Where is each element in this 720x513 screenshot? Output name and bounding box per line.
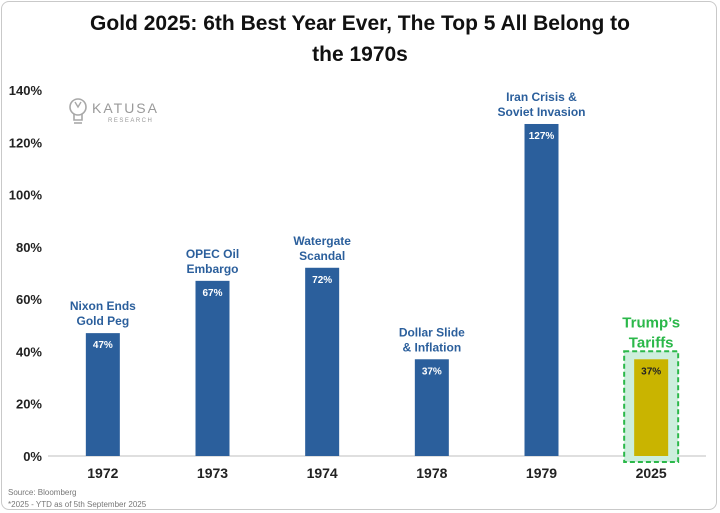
bar-1974 <box>305 267 340 456</box>
bar-1972 <box>85 333 120 456</box>
y-tick-label: 0% <box>23 449 42 464</box>
annotation-1978-line-1: Dollar Slide <box>399 325 465 339</box>
y-tick-label: 140% <box>9 83 43 98</box>
y-tick-label: 80% <box>16 240 42 255</box>
chart-title: Gold 2025: 6th Best Year Ever, The Top 5… <box>0 8 720 70</box>
value-label-1979: 127% <box>529 131 555 142</box>
annotation-1979-line-2: Soviet Invasion <box>497 105 585 119</box>
value-label-1978: 37% <box>422 366 442 377</box>
bar-1979 <box>524 123 559 456</box>
bar-1973 <box>195 280 230 456</box>
source-note: Source: Bloomberg <box>8 488 77 497</box>
value-label-2025: 37% <box>641 366 661 377</box>
annotation-1974-line-2: Scandal <box>299 249 345 263</box>
logo-wordmark: KATUSA <box>92 100 159 116</box>
annotation-2025-line-2: Tariffs <box>629 334 674 351</box>
title-line-2: the 1970s <box>312 43 408 66</box>
annotation-1973-line-2: Embargo <box>186 262 238 276</box>
title-line-1: Gold 2025: 6th Best Year Ever, The Top 5… <box>90 12 630 35</box>
annotation-1979-line-1: Iran Crisis & <box>506 90 577 104</box>
logo-subtitle: RESEARCH <box>108 118 154 124</box>
x-tick-label-1974: 1974 <box>307 465 338 481</box>
y-tick-label: 100% <box>9 188 43 203</box>
bar-1978 <box>414 359 449 456</box>
value-label-1974: 72% <box>312 275 332 286</box>
x-tick-label-1972: 1972 <box>87 465 118 481</box>
x-tick-label-1973: 1973 <box>197 465 228 481</box>
y-tick-label: 120% <box>9 135 43 150</box>
x-tick-label-2025: 2025 <box>636 465 667 481</box>
annotation-1972-line-1: Nixon Ends <box>70 299 136 313</box>
bar-2025 <box>634 359 669 456</box>
annotation-2025-line-1: Trump’s <box>622 314 680 331</box>
annotation-1974-line-1: Watergate <box>293 234 351 248</box>
y-tick-label: 40% <box>16 344 42 359</box>
lightbulb-icon <box>69 98 87 124</box>
value-label-1973: 67% <box>202 288 222 299</box>
annotation-1973-line-1: OPEC Oil <box>186 247 239 261</box>
annotation-1972-line-2: Gold Peg <box>76 314 129 328</box>
x-tick-label-1979: 1979 <box>526 465 557 481</box>
value-label-1972: 47% <box>93 340 113 351</box>
x-tick-label-1978: 1978 <box>416 465 447 481</box>
y-tick-label: 20% <box>16 397 42 412</box>
annotation-1978-line-2: & Inflation <box>402 340 461 354</box>
y-tick-label: 60% <box>16 292 42 307</box>
katusa-logo: KATUSA RESEARCH <box>68 96 178 136</box>
footnote: *2025 - YTD as of 5th September 2025 <box>8 500 147 509</box>
